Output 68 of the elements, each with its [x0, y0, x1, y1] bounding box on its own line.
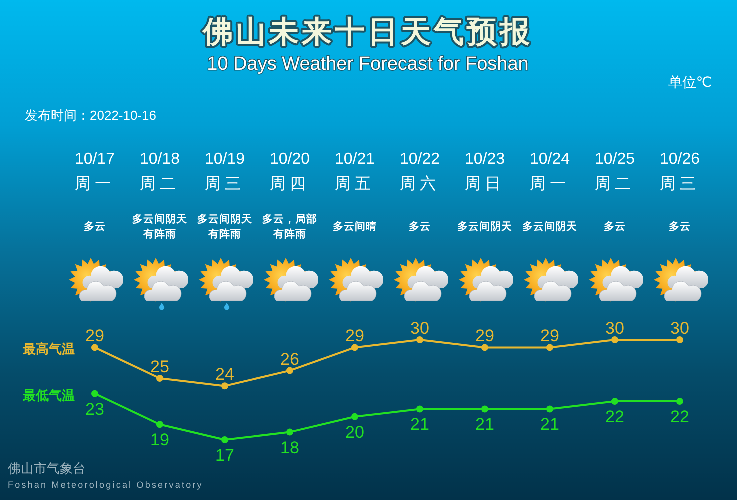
point: [676, 398, 684, 406]
text: 多云: [669, 220, 691, 233]
point: [612, 398, 618, 406]
series-label: 最高气温: [22, 342, 75, 357]
data-label: 22: [606, 408, 624, 427]
text: 发布时间：2022-10-16: [25, 108, 156, 123]
x-tick-label: 10/26 周三: [660, 151, 700, 193]
data-label: 17: [216, 446, 234, 465]
point: [222, 382, 228, 390]
data-label: 21: [540, 415, 560, 434]
text: 多云间阴天有阵雨: [132, 212, 188, 240]
text: 多云间阴天: [522, 220, 578, 233]
point: [92, 344, 98, 352]
x-tick-label: 10/22 周六: [400, 151, 440, 193]
data-label: 30: [670, 319, 690, 338]
chart-subtitle: 10 Days Weather Forecast for Foshan: [207, 54, 529, 75]
data-label: 20: [346, 422, 364, 442]
text: 多云间晴: [333, 220, 377, 233]
point: [546, 406, 554, 413]
x-tick-label: 10/17 周一: [74, 151, 116, 193]
point: [612, 336, 618, 344]
data-label: 21: [476, 415, 494, 434]
data-label: 23: [86, 400, 104, 419]
data-label: 30: [606, 319, 624, 338]
point: [92, 390, 98, 398]
point: [352, 344, 358, 352]
x-tick-label: 10/23 周日: [464, 151, 506, 193]
text: 多云: [84, 220, 106, 233]
point: [546, 344, 554, 352]
data-label: 29: [86, 326, 104, 346]
x-tick-label: 10/21 周五: [334, 151, 376, 193]
text: Foshan Meteorological Observatory: [8, 480, 204, 490]
text: 多云，局部有阵雨: [262, 212, 318, 240]
chart-title: 佛山未来十日天气预报: [202, 16, 533, 49]
data-label: 21: [410, 415, 430, 434]
x-tick-label: 10/24 周一: [530, 151, 570, 193]
point: [416, 336, 424, 344]
text: 多云间阴天有阵雨: [198, 212, 252, 240]
point: [156, 421, 164, 428]
text: 多云: [409, 220, 431, 233]
text: 多云: [604, 220, 626, 233]
data-label: 29: [540, 326, 560, 346]
text: 单位℃: [668, 74, 712, 90]
x-tick-label: 10/20 周四: [270, 151, 310, 193]
point: [222, 436, 228, 444]
data-label: 19: [150, 430, 170, 450]
x-tick-label: 10/18 周二: [140, 151, 180, 193]
data-label: 24: [216, 365, 234, 384]
text: 多云间阴天: [458, 220, 512, 233]
x-tick-label: 10/19 周三: [204, 151, 246, 193]
data-label: 18: [280, 438, 300, 458]
point: [416, 406, 424, 413]
point: [676, 336, 684, 344]
series-label: 最低气温: [22, 388, 75, 403]
point: [156, 374, 164, 382]
data-label: 26: [280, 350, 300, 369]
point: [286, 367, 294, 374]
point: [482, 344, 488, 352]
data-label: 30: [410, 319, 430, 338]
point: [352, 413, 358, 420]
point: [286, 428, 294, 436]
data-label: 25: [150, 357, 170, 376]
text: 佛山市气象台: [8, 461, 86, 476]
x-tick-label: 10/25 周二: [594, 151, 636, 193]
data-label: 29: [476, 326, 494, 346]
data-label: 29: [346, 326, 364, 346]
point: [482, 406, 488, 413]
data-label: 22: [670, 408, 690, 427]
